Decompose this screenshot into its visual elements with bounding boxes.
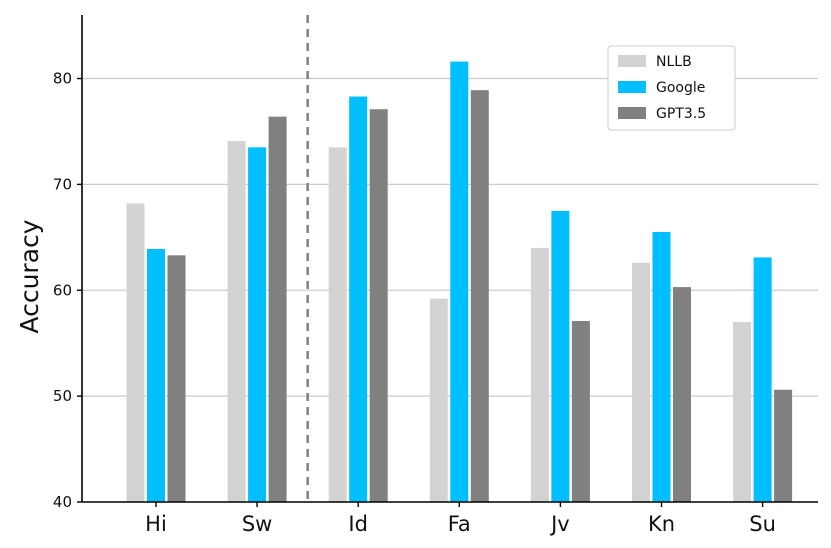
bar-nllb-kn	[632, 262, 650, 502]
legend-swatch	[618, 81, 646, 93]
bar-gpt35-su	[774, 389, 793, 502]
y-tick-label: 40	[53, 493, 72, 511]
y-tick-label: 60	[53, 281, 72, 299]
x-tick-label: Su	[749, 512, 776, 536]
x-axis-ticks: Hi Sw Id Fa Jv Kn Su	[145, 502, 776, 536]
bar-google-jv	[551, 210, 570, 502]
x-tick-label: Id	[348, 512, 368, 536]
x-tick-label: Kn	[648, 512, 675, 536]
x-tick-label: Jv	[549, 512, 570, 536]
bar-google-id	[349, 96, 368, 502]
y-axis-title: Accuracy	[15, 219, 44, 333]
bar-gpt35-id	[369, 109, 388, 503]
legend-swatch	[618, 55, 646, 67]
bar-nllb-hi	[126, 203, 145, 503]
bar-gpt35-fa	[470, 90, 489, 502]
bar-gpt35-hi	[167, 255, 186, 502]
legend: NLLB Google GPT3.5	[607, 45, 736, 131]
legend-label: Google	[656, 80, 705, 96]
bar-nllb-su	[733, 322, 752, 502]
bar-nllb-id	[328, 147, 347, 502]
y-axis-ticks: 40 50 60 70 80	[53, 70, 82, 511]
bar-nllb-sw	[227, 140, 246, 502]
legend-label: NLLB	[656, 54, 692, 70]
x-tick-label: Fa	[448, 512, 471, 536]
legend-label: GPT3.5	[656, 106, 706, 122]
bar-google-sw	[248, 147, 267, 502]
legend-swatch	[618, 107, 646, 119]
bar-gpt35-jv	[571, 320, 590, 502]
y-tick-label: 70	[53, 175, 72, 193]
bar-google-fa	[450, 61, 469, 502]
bars	[126, 61, 793, 503]
bar-google-hi	[147, 248, 165, 502]
bar-google-kn	[652, 232, 671, 503]
y-tick-label: 80	[53, 70, 72, 88]
bar-nllb-fa	[429, 298, 448, 502]
bar-nllb-jv	[530, 247, 549, 502]
bar-gpt35-kn	[673, 287, 691, 502]
bar-gpt35-sw	[268, 116, 287, 503]
y-tick-label: 50	[53, 387, 72, 405]
bar-google-su	[753, 257, 772, 502]
x-tick-label: Sw	[242, 512, 273, 536]
x-tick-label: Hi	[145, 512, 167, 536]
